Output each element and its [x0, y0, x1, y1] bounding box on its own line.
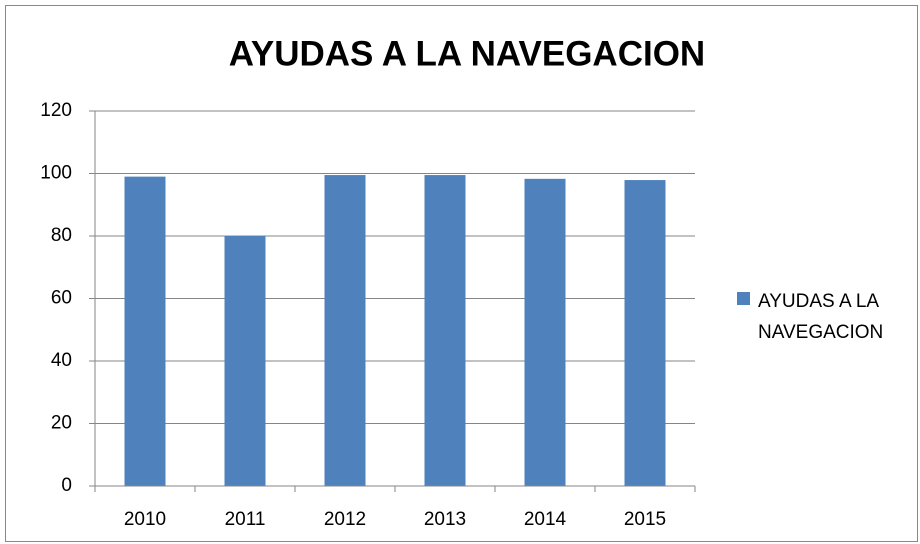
bar [624, 180, 666, 486]
bar [424, 175, 466, 486]
legend-label: AYUDAS A LA NAVEGACION [758, 291, 884, 343]
bar [324, 175, 366, 486]
legend: AYUDAS A LA NAVEGACION [737, 286, 908, 348]
y-tick-label: 0 [61, 475, 72, 496]
y-tick-label: 40 [51, 350, 72, 371]
bar [524, 178, 566, 486]
y-tick-label: 20 [51, 413, 72, 434]
x-tick-label: 2015 [624, 509, 666, 530]
chart-title: AYUDAS A LA NAVEGACION [229, 34, 705, 73]
legend-swatch [737, 292, 750, 305]
bar [124, 176, 166, 486]
y-tick-label: 80 [51, 225, 72, 246]
x-tick-label: 2014 [524, 509, 567, 530]
x-tick-label: 2011 [225, 509, 266, 530]
bar [224, 236, 266, 486]
x-tick-label: 2010 [124, 509, 166, 530]
y-tick-label: 60 [51, 288, 72, 309]
y-tick-label: 100 [40, 163, 72, 184]
x-tick-label: 2012 [324, 509, 366, 530]
x-tick-label: 2013 [424, 509, 466, 530]
y-tick-label: 120 [40, 100, 72, 121]
